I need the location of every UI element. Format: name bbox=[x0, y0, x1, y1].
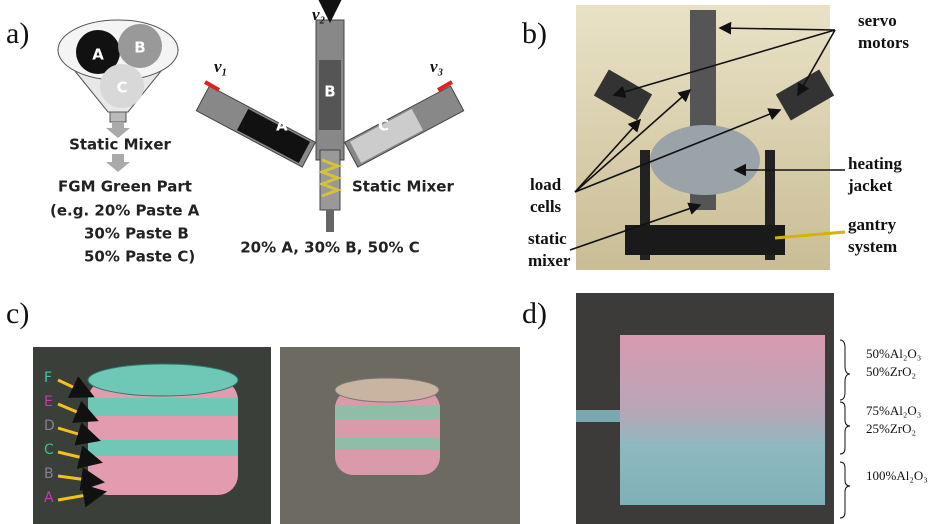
velocity-label: v₃ bbox=[430, 57, 444, 76]
syringe-label: B bbox=[324, 83, 335, 101]
composition: 75%Al₂O₃ bbox=[866, 403, 921, 418]
layer-label: C bbox=[44, 442, 54, 458]
velocity-label: v₁ bbox=[214, 57, 227, 76]
velocity-label: v₂ bbox=[312, 5, 326, 24]
layer-label: A bbox=[44, 490, 54, 506]
flow-text: (e.g. 20% Paste A bbox=[50, 202, 200, 220]
annotation: system bbox=[848, 237, 897, 256]
syringe-label: A bbox=[276, 117, 288, 135]
flow-text: FGM Green Part bbox=[58, 178, 192, 196]
annotation: load bbox=[530, 175, 562, 194]
syringe-label: C bbox=[378, 117, 389, 135]
panel-label: c) bbox=[6, 297, 29, 330]
figure: a) b) c) d) A B C Static Mixer FGM Green… bbox=[0, 0, 938, 524]
layer-label: B bbox=[44, 466, 54, 482]
annotation: heating bbox=[848, 154, 902, 173]
photo bbox=[576, 5, 834, 270]
syringe bbox=[196, 5, 463, 232]
composition: 50%Al₂O₃ bbox=[866, 346, 921, 361]
annotation: static bbox=[528, 229, 567, 248]
result-label: 20% A, 30% B, 50% C bbox=[240, 239, 420, 257]
flow-text: 50% Paste C) bbox=[84, 248, 195, 266]
photo bbox=[576, 293, 834, 524]
panel-label: d) bbox=[522, 297, 547, 330]
composition: 25%ZrO₂ bbox=[866, 421, 916, 436]
photo bbox=[33, 347, 520, 524]
panel-label: b) bbox=[522, 17, 547, 50]
flow-text: Static Mixer bbox=[69, 136, 171, 154]
layer-label: D bbox=[44, 418, 55, 434]
flow-arrow bbox=[106, 154, 130, 172]
panel-label: a) bbox=[6, 17, 29, 50]
layer-label: F bbox=[44, 370, 52, 386]
composition: 100%Al₂O₃ bbox=[866, 468, 928, 483]
brace bbox=[840, 340, 850, 518]
annotation: mixer bbox=[528, 251, 571, 270]
mixer-label: Static Mixer bbox=[352, 178, 454, 196]
composition: 50%ZrO₂ bbox=[866, 364, 916, 379]
layer-label: E bbox=[44, 394, 53, 410]
funnel-label: A bbox=[92, 46, 104, 64]
funnel-label: C bbox=[116, 79, 127, 97]
annotation: servo bbox=[858, 11, 897, 30]
annotation: gantry bbox=[848, 215, 897, 234]
flow-text: 30% Paste B bbox=[84, 225, 189, 243]
annotation: cells bbox=[530, 197, 562, 216]
funnel bbox=[58, 20, 178, 122]
annotation: jacket bbox=[847, 176, 893, 195]
annotation: motors bbox=[858, 33, 909, 52]
funnel-label: B bbox=[134, 39, 145, 57]
